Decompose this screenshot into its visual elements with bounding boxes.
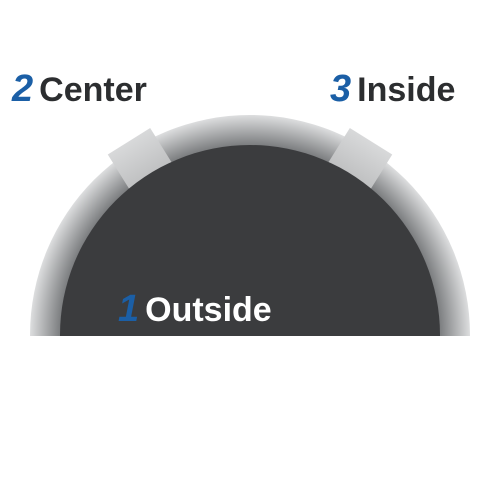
label-center-text: Center [39, 71, 147, 109]
label-center: 2Center [12, 70, 147, 108]
label-outside-number: 1 [118, 288, 139, 330]
label-inside-text: Inside [357, 71, 455, 109]
label-center-number: 2 [12, 68, 33, 110]
label-inside: 3Inside [330, 70, 455, 108]
notch-outside [23, 355, 90, 418]
label-inside-number: 3 [330, 68, 351, 110]
label-outside: 1Outside [118, 290, 272, 328]
diagram-stage: 2Center 3Inside 1Outside [0, 0, 500, 500]
label-outside-text: Outside [145, 291, 272, 329]
